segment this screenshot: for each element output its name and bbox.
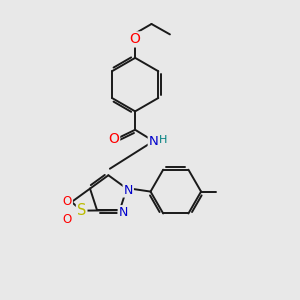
Text: N: N — [149, 135, 158, 148]
Text: H: H — [159, 135, 168, 145]
Text: S: S — [77, 203, 86, 218]
Text: O: O — [63, 213, 72, 226]
Text: N: N — [124, 184, 133, 196]
Text: N: N — [118, 206, 128, 219]
Text: O: O — [108, 132, 119, 146]
Text: O: O — [63, 195, 72, 208]
Text: O: O — [130, 32, 141, 46]
